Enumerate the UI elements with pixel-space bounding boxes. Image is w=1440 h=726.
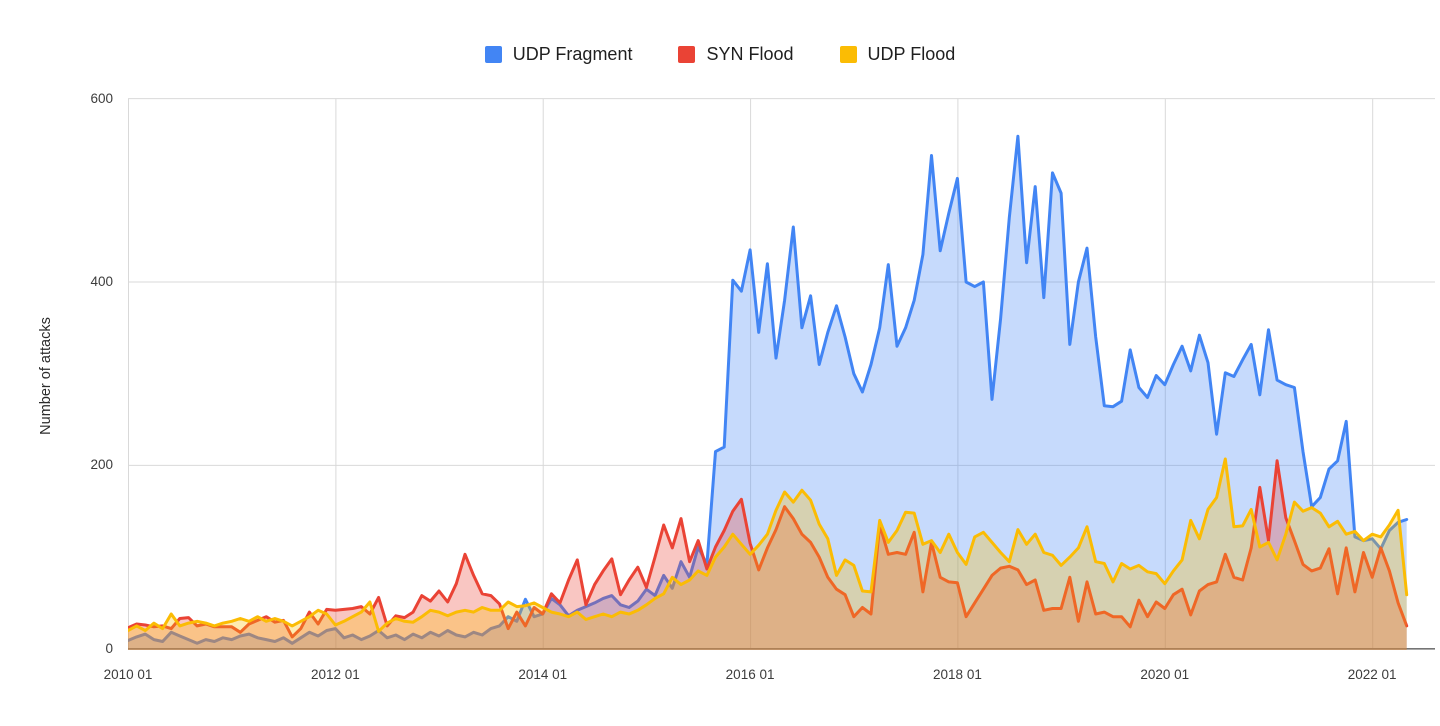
series-udp-flood-line [128, 457, 1409, 633]
legend-label: UDP Fragment [512, 43, 633, 64]
series-udp-flood-area [128, 459, 1407, 650]
x-axis-tick-label: 2016 01 [725, 666, 775, 682]
chart-legend: UDP Fragment SYN Flood UDP Flood [0, 40, 1440, 68]
chart-plot-area[interactable] [128, 98, 1435, 654]
legend-swatch-icon [678, 45, 696, 63]
legend-swatch-icon [839, 45, 857, 63]
x-axis-tick-label: 2010 01 [103, 666, 153, 682]
y-axis-tick-label: 0 [105, 640, 113, 656]
series-syn-flood-line [128, 459, 1409, 639]
x-axis-tick-label: 2012 01 [310, 666, 360, 682]
x-axis-tick-label: 2022 01 [1347, 666, 1397, 682]
series-udp-fragment-area [128, 136, 1407, 650]
x-axis-tick-label: 2014 01 [518, 666, 568, 682]
legend-item-syn-flood[interactable]: SYN Flood [678, 43, 794, 65]
y-axis-tick-label: 200 [90, 457, 113, 473]
x-axis-tick-label: 2018 01 [933, 666, 982, 682]
y-axis-tick-label: 400 [90, 274, 113, 289]
series-udp-fragment-line [128, 134, 1409, 645]
y-axis-tick-label: 600 [90, 90, 113, 106]
legend-swatch-icon [484, 45, 502, 63]
legend-label: UDP Flood [867, 43, 956, 64]
x-axis-tick-label: 2020 01 [1140, 666, 1190, 682]
legend-item-udp-flood[interactable]: UDP Flood [839, 43, 956, 65]
legend-label: SYN Flood [706, 43, 794, 64]
legend-item-udp-fragment[interactable]: UDP Fragment [484, 43, 633, 65]
y-axis-title: Number of attacks [38, 317, 54, 435]
